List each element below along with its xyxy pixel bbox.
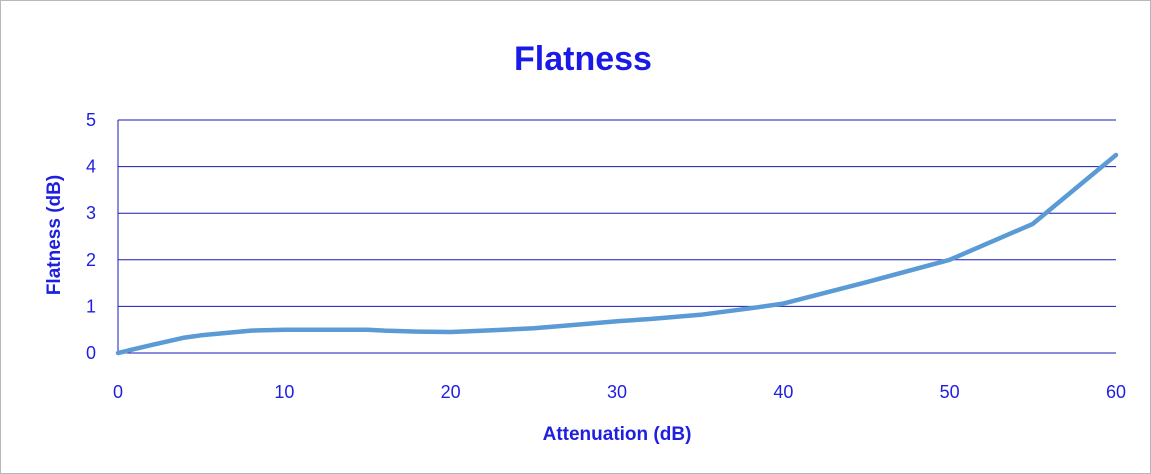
x-tick-labels: 0 10 20 30 40 50 60 <box>113 382 1126 402</box>
x-tick-label-30: 30 <box>607 382 627 402</box>
y-tick-label-0: 0 <box>86 343 96 363</box>
x-tick-label-10: 10 <box>274 382 294 402</box>
axes <box>117 120 1116 354</box>
x-axis-title: Attenuation (dB) <box>543 424 692 445</box>
chart-title: Flatness <box>514 40 652 78</box>
y-tick-label-1: 1 <box>86 296 96 316</box>
y-axis-title: Flatness (dB) <box>44 175 65 295</box>
y-tick-labels: 0 1 2 3 4 5 <box>86 110 96 363</box>
series-layer <box>115 152 1119 356</box>
y-tick-label-2: 2 <box>86 250 96 270</box>
x-tick-label-0: 0 <box>113 382 123 402</box>
x-tick-label-20: 20 <box>441 382 461 402</box>
series-line-0 <box>115 152 1119 356</box>
gridlines <box>118 119 1116 307</box>
x-tick-label-60: 60 <box>1106 382 1126 402</box>
x-tick-label-40: 40 <box>773 382 793 402</box>
y-tick-label-3: 3 <box>86 203 96 223</box>
y-tick-label-4: 4 <box>86 157 96 177</box>
y-tick-label-5: 5 <box>86 110 96 130</box>
x-tick-label-50: 50 <box>940 382 960 402</box>
